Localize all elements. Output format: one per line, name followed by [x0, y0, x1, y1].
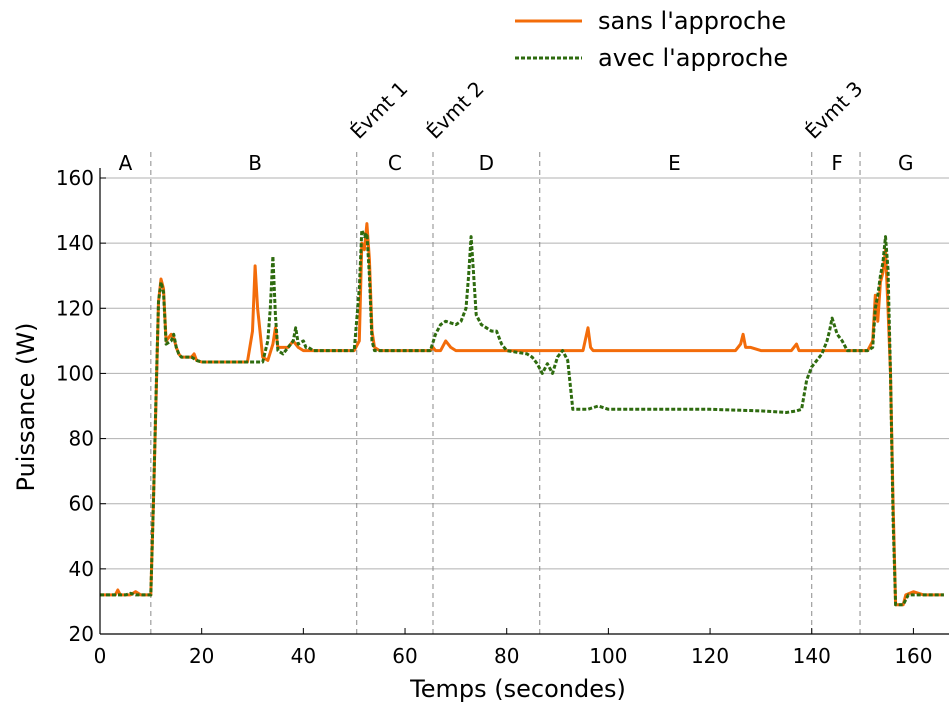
- legend-label-avec-approche: avec l'approche: [598, 44, 788, 72]
- y-tick-label: 20: [69, 622, 94, 646]
- phase-label: C: [388, 151, 402, 175]
- y-tick-label: 40: [69, 557, 94, 581]
- y-tick-label: 80: [69, 427, 94, 451]
- y-axis-label: Puissance (W): [12, 323, 40, 492]
- series-line-sans-approche: [100, 222, 944, 607]
- phase-label: B: [248, 151, 262, 175]
- x-tick-label: 120: [691, 644, 729, 668]
- x-tick-label: 40: [291, 644, 316, 668]
- x-tick-label: 0: [94, 644, 107, 668]
- y-tick-label: 100: [56, 361, 94, 385]
- x-axis-ticks: 0 20 40 60 80 100 120 140 160: [94, 628, 933, 668]
- series-line-avec-approche: [100, 228, 944, 607]
- y-tick-label: 120: [56, 296, 94, 320]
- phase-label: E: [668, 151, 681, 175]
- event-label: Évmt 1: [345, 76, 412, 143]
- x-tick-label: 80: [494, 644, 519, 668]
- x-tick-label: 160: [894, 644, 932, 668]
- phase-labels: A B C D E F G: [119, 151, 914, 175]
- y-tick-label: 60: [69, 492, 94, 516]
- phase-label: F: [831, 151, 843, 175]
- event-labels: Évmt 1 Évmt 2 Évmt 3: [345, 76, 867, 143]
- phase-label: D: [479, 151, 494, 175]
- y-tick-label: 160: [56, 166, 94, 190]
- legend-label-sans-approche: sans l'approche: [598, 7, 786, 35]
- axes: [99, 168, 949, 635]
- x-axis-label: Temps (secondes): [409, 675, 626, 703]
- event-label: Évmt 3: [800, 76, 867, 143]
- x-tick-label: 100: [589, 644, 627, 668]
- series-lines: [100, 222, 944, 607]
- x-tick-label: 140: [793, 644, 831, 668]
- event-label: Évmt 2: [422, 76, 489, 143]
- y-tick-label: 140: [56, 231, 94, 255]
- y-axis-ticks: 20 40 60 80 100 120 140 160: [56, 166, 106, 646]
- x-tick-label: 60: [392, 644, 417, 668]
- phase-label: G: [898, 151, 914, 175]
- phase-label: A: [119, 151, 133, 175]
- x-tick-label: 20: [189, 644, 214, 668]
- legend: sans l'approche avec l'approche: [515, 7, 788, 72]
- phase-boundary-lines: [150, 152, 861, 634]
- horizontal-gridlines: [100, 177, 949, 570]
